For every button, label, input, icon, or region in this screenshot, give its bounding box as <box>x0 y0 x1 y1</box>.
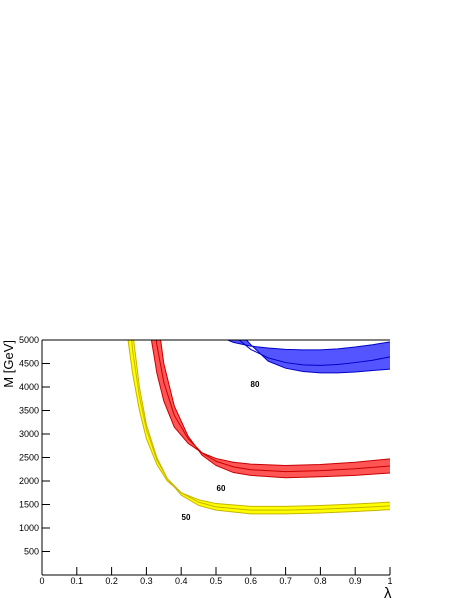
y-tick-label: 3000 <box>19 429 39 439</box>
band-outer-line <box>127 340 390 507</box>
x-tick-label: 0.1 <box>71 576 84 586</box>
band-outer-line <box>150 340 390 466</box>
band-inner-line <box>245 340 390 374</box>
band-center-line <box>155 340 390 473</box>
band-area <box>151 340 390 478</box>
band-label: 80 <box>251 380 260 389</box>
y-tick-label: 4000 <box>19 382 39 392</box>
y-tick-label: 1000 <box>19 523 39 533</box>
band-inner-line <box>160 340 390 479</box>
x-tick-label: 0.6 <box>245 576 258 586</box>
x-axis-label: λ <box>384 585 392 602</box>
bands <box>127 340 390 515</box>
x-tick-label: 0.5 <box>210 576 223 586</box>
y-tick-label: 500 <box>24 547 39 557</box>
y-tick-label: 2000 <box>19 476 39 486</box>
band-label: 60 <box>217 484 226 493</box>
y-axis-label: M [GeV] <box>1 340 16 388</box>
x-tick-label: 0.3 <box>140 576 153 586</box>
x-tick-label: 0.7 <box>279 576 292 586</box>
band-center-line <box>238 340 390 366</box>
x-tick-label: 0.4 <box>175 576 188 586</box>
band-label: 50 <box>182 513 191 522</box>
x-tick-label: 0.2 <box>105 576 118 586</box>
y-tick-label: 3500 <box>19 406 39 416</box>
x-tick-label: 0 <box>39 576 44 586</box>
band-inner-line <box>133 340 390 515</box>
y-tick-label: 5000 <box>19 335 39 345</box>
x-tick-label: 0.8 <box>314 576 327 586</box>
y-tick-label: 2500 <box>19 453 39 463</box>
band-center-line <box>131 340 390 511</box>
y-tick-label: 4500 <box>19 359 39 369</box>
x-tick-label: 1 <box>387 576 392 586</box>
y-tick-label: 1500 <box>19 500 39 510</box>
x-tick-label: 0.9 <box>349 576 362 586</box>
